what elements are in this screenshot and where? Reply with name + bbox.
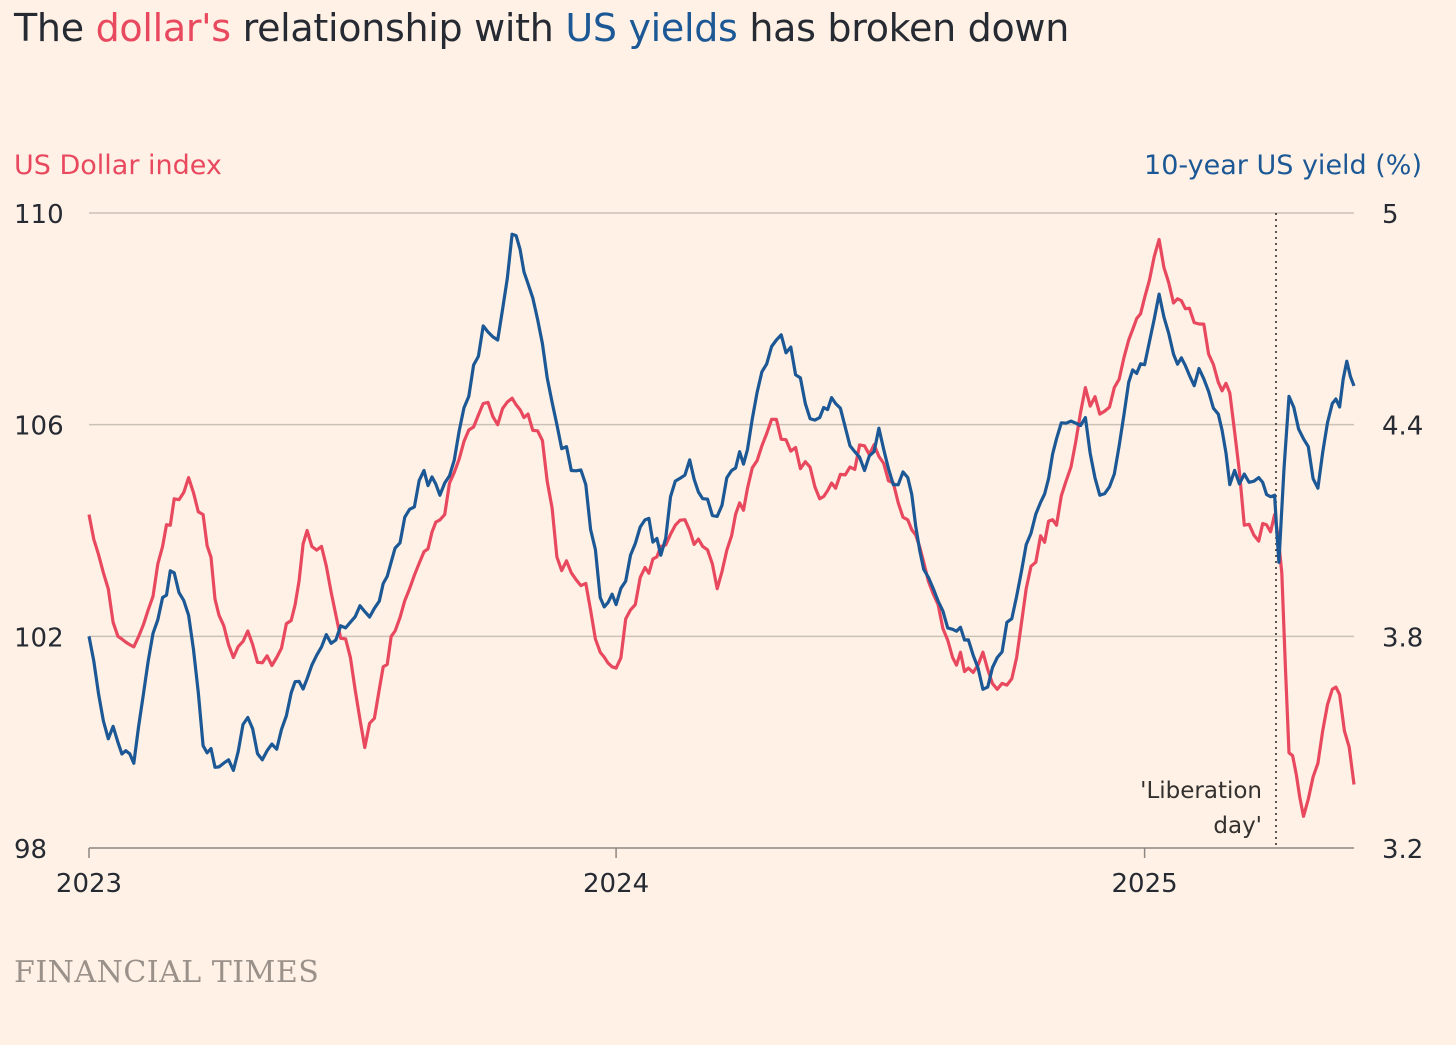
annotation-line1: 'Liberation [1140,778,1262,804]
x-tick-label: 2025 [1112,869,1178,899]
title-us-yields: US yields [565,6,738,50]
line-chart: US Dollar index 10-year US yield (%) 'Li… [14,150,1423,899]
annotation-line2: day' [1213,813,1262,839]
grid [88,212,1354,858]
us-yield-line [87,232,1356,773]
left-tick-label: 98 [14,835,47,865]
source-label: FINANCIAL TIMES [14,955,320,990]
chart-title: The dollar's relationship with US yields… [14,6,1069,50]
dollar-index-line [87,237,1356,818]
right-tick-label: 3.8 [1382,623,1423,653]
left-tick-label: 102 [14,623,64,653]
title-part3: relationship with [230,6,566,50]
title-dollar: dollar's [95,6,232,50]
x-tick-label: 2024 [583,869,649,899]
title-part5: has broken down [737,6,1069,50]
right-axis-label: 10-year US yield (%) [1144,150,1422,181]
title-part1: The [14,6,96,50]
right-tick-label: 3.2 [1382,835,1423,865]
right-tick-label: 5 [1382,200,1399,230]
x-tick-label: 2023 [56,869,122,899]
left-tick-label: 106 [14,412,64,442]
right-tick-label: 4.4 [1382,412,1423,442]
series-layer [87,232,1356,818]
left-axis-label: US Dollar index [14,150,222,181]
left-tick-label: 110 [14,200,64,230]
tick-labels: 110 106 102 98 5 4.4 3.8 3.2 2023 2024 2025 [14,200,1423,899]
liberation-day-annotation: 'Liberation day' [1140,213,1277,848]
